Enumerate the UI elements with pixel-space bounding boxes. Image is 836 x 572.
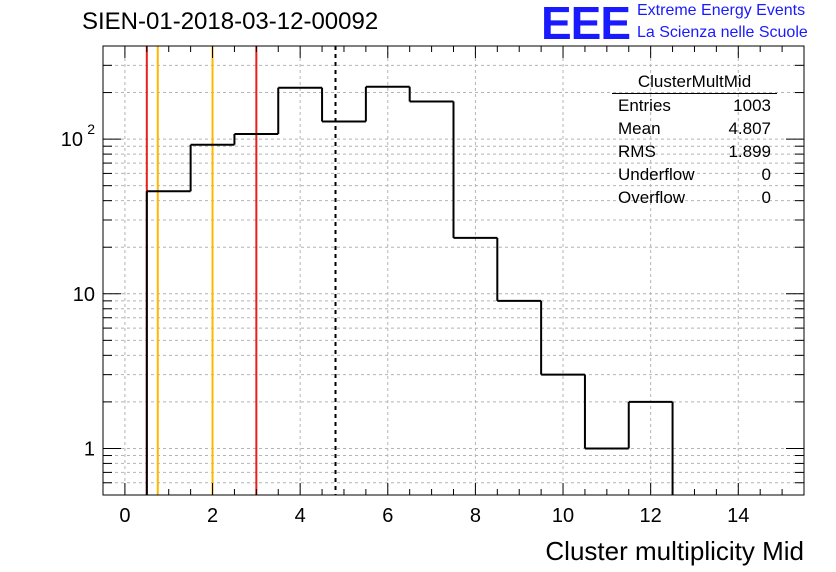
x-tick-label: 2: [207, 505, 218, 527]
y-tick-label: 1: [84, 438, 95, 460]
x-tick-label: 6: [382, 505, 393, 527]
stats-label: Mean: [618, 119, 661, 138]
stats-row-mean: Mean 4.807: [612, 117, 777, 140]
x-axis-label: Cluster multiplicity Mid: [545, 536, 804, 566]
eee-logo: EEE: [541, 0, 631, 49]
y-tick-label: 10: [61, 129, 83, 151]
x-tick-label: 8: [470, 505, 481, 527]
logo-caption-line1: Extreme Energy Events: [637, 2, 806, 19]
run-title: SIEN-01-2018-03-12-00092: [82, 8, 379, 35]
x-tick-label: 10: [552, 505, 574, 527]
stats-value: 0: [761, 165, 771, 184]
stats-value: 1.899: [728, 142, 771, 161]
stats-row-overflow: Overflow 0: [612, 186, 777, 209]
x-tick-label: 12: [640, 505, 662, 527]
y-tick-exponent: 2: [87, 121, 95, 137]
x-tick-label: 14: [727, 505, 749, 527]
stats-value: 1003: [733, 96, 771, 115]
x-tick-label: 4: [295, 505, 306, 527]
stats-row-entries: Entries 1003: [612, 94, 777, 117]
stats-box: ClusterMultMid Entries 1003 Mean 4.807 R…: [612, 72, 777, 209]
stats-label: Entries: [618, 96, 671, 115]
stats-row-rms: RMS 1.899: [612, 140, 777, 163]
stats-label: Underflow: [618, 165, 695, 184]
logo-caption-line2: La Scienza nelle Scuole: [637, 24, 808, 41]
stats-label: RMS: [618, 142, 656, 161]
stats-row-underflow: Underflow 0: [612, 163, 777, 186]
stats-value: 4.807: [728, 119, 771, 138]
stats-label: Overflow: [618, 188, 686, 207]
y-tick-label: 10: [73, 284, 95, 306]
stats-value: 0: [761, 188, 771, 207]
x-tick-label: 0: [119, 505, 130, 527]
stats-title: ClusterMultMid: [612, 72, 777, 94]
